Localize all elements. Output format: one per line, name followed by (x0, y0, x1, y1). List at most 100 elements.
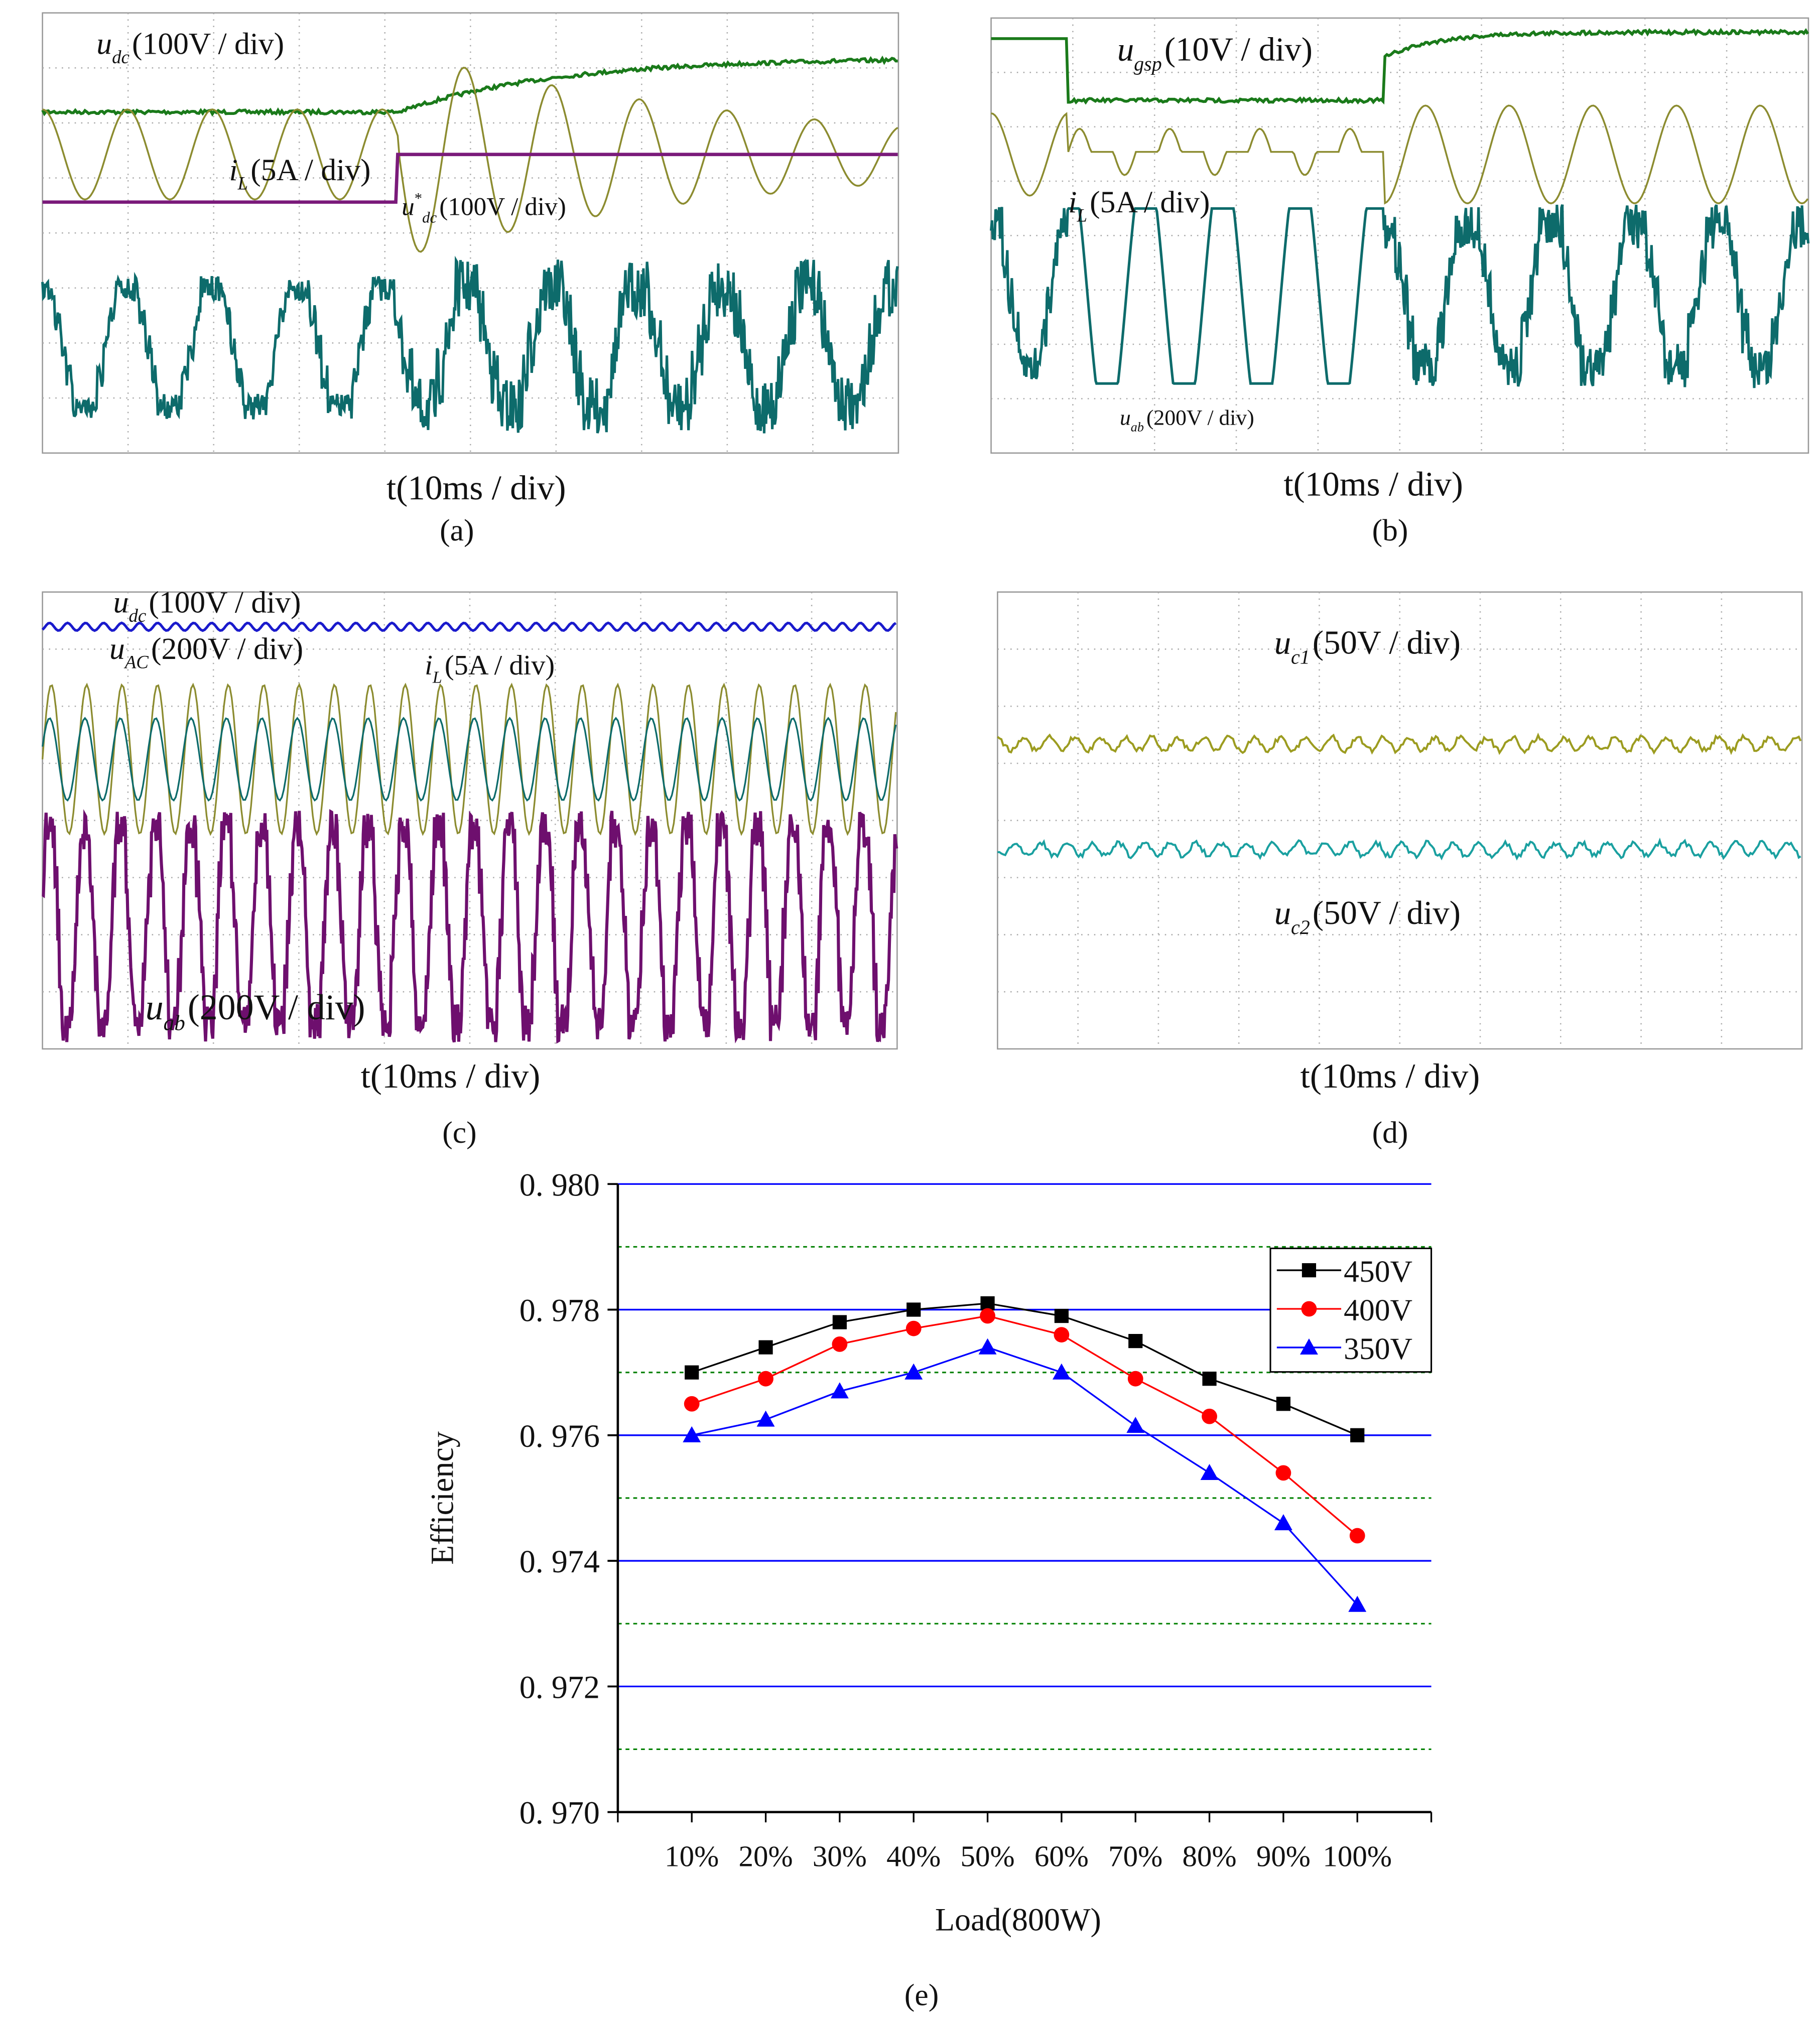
x-tick-label: 90% (1256, 1839, 1311, 1872)
y-tick-label: 0. 970 (519, 1795, 600, 1831)
scope-trace (41, 621, 897, 632)
scope-trace (41, 55, 898, 117)
marker (1202, 1372, 1217, 1386)
x-axis-label: t(10ms / div) (361, 1056, 541, 1095)
x-axis-label-text: t(10ms / div) (1283, 464, 1463, 503)
label-scale: (100V / div) (439, 192, 566, 221)
marker (1274, 1514, 1292, 1531)
series-line (691, 1315, 1358, 1537)
label-symbol: u (146, 987, 164, 1027)
label-sub: ab (164, 1012, 185, 1035)
scope-trace (997, 837, 1801, 861)
label-scale: (10V / div) (1164, 32, 1313, 68)
marker (1054, 1308, 1069, 1323)
label-symbol: i (425, 650, 433, 681)
label-sub: gsp (1134, 53, 1162, 75)
scope-trace (41, 717, 897, 802)
marker (832, 1336, 848, 1352)
marker (978, 1338, 997, 1355)
marker (906, 1302, 921, 1317)
x-axis-label-text: t(10ms / div) (361, 1056, 541, 1095)
panel-caption: (a) (440, 513, 474, 548)
legend-label: 350V (1344, 1332, 1412, 1366)
label-symbol: u (1274, 625, 1291, 661)
marker (1126, 1417, 1145, 1433)
trace-label: iL (5A / div) (229, 153, 370, 193)
trace-label: uc2 (50V / div) (1274, 895, 1461, 938)
y-tick-label: 0. 976 (519, 1418, 600, 1454)
marker (1302, 1263, 1317, 1278)
label-scale: (5A / div) (250, 153, 370, 187)
marker (1348, 1595, 1367, 1612)
label-symbol: u (96, 27, 112, 61)
trace-label: uAC (200V / div) (109, 632, 303, 672)
label-sub: ab (1131, 420, 1144, 434)
x-axis-label: t(10ms / div) (1301, 1056, 1480, 1095)
label-sub: L (432, 668, 442, 687)
chart-caption: (e) (904, 1978, 939, 2012)
marker (1128, 1334, 1143, 1349)
scope-trace (41, 809, 898, 1044)
trace-label: uab (200V / div) (1120, 406, 1254, 434)
scope-trace (989, 204, 1810, 388)
label-symbol: u (113, 586, 129, 620)
label-scale: (100V / div) (149, 586, 301, 620)
label-sub: c1 (1291, 646, 1310, 668)
marker (1200, 1463, 1219, 1481)
trace-label: uc1 (50V / div) (1274, 625, 1461, 668)
marker (1202, 1408, 1217, 1424)
marker (756, 1410, 775, 1427)
legend-label: 400V (1344, 1293, 1412, 1327)
label-sub: c2 (1291, 916, 1310, 938)
scope-trace (41, 255, 899, 434)
marker (832, 1315, 847, 1329)
scope-trace (42, 153, 898, 204)
marker (1275, 1465, 1291, 1481)
label-scale: (100V / div) (132, 27, 284, 61)
marker (684, 1396, 700, 1412)
label-scale: (50V / div) (1313, 625, 1461, 661)
marker (683, 1426, 701, 1442)
y-tick-label: 0. 978 (519, 1293, 600, 1328)
panel-caption: (b) (1372, 513, 1408, 548)
label-symbol: i (1068, 185, 1077, 219)
x-tick-label: 70% (1108, 1839, 1162, 1872)
y-tick-label: 0. 980 (519, 1167, 600, 1202)
x-tick-label: 40% (886, 1839, 941, 1872)
label-scale: (5A / div) (445, 650, 555, 681)
x-axis-label-text: t(10ms / div) (386, 468, 566, 507)
trace-label: ugsp (10V / div) (1117, 32, 1313, 75)
marker (1301, 1301, 1317, 1317)
x-tick-label: 60% (1034, 1839, 1089, 1872)
scope-trace (991, 104, 1809, 205)
x-tick-label: 10% (665, 1839, 719, 1872)
marker (685, 1365, 699, 1380)
x-tick-label: 30% (813, 1839, 867, 1872)
series-line (691, 1346, 1358, 1605)
panel-caption: (c) (442, 1116, 476, 1150)
label-scale: (200V / div) (1146, 406, 1254, 430)
legend-box (1269, 1247, 1433, 1373)
scope-panel (41, 591, 898, 1050)
scope-panel (41, 12, 899, 454)
marker (905, 1320, 922, 1336)
marker (1127, 1371, 1143, 1387)
label-symbol: i (229, 153, 237, 187)
label-sub: L (1077, 205, 1088, 226)
trace-label: udc (100V / div) (96, 27, 284, 67)
trace-label: iL (5A / div) (1068, 185, 1210, 225)
marker (1349, 1528, 1365, 1544)
label-sub: dc (128, 605, 146, 626)
y-tick-label: 0. 972 (519, 1669, 600, 1705)
marker (904, 1363, 923, 1380)
label-sub: dc (112, 47, 129, 67)
scope-panel (989, 17, 1810, 454)
legend-label: 450V (1344, 1255, 1412, 1289)
label-symbol: u (402, 192, 415, 221)
x-axis-label: t(10ms / div) (1283, 464, 1463, 503)
x-axis-label-text: t(10ms / div) (1301, 1056, 1480, 1095)
scope-trace (991, 28, 1809, 105)
x-axis-label: Load(800W) (935, 1902, 1101, 1938)
